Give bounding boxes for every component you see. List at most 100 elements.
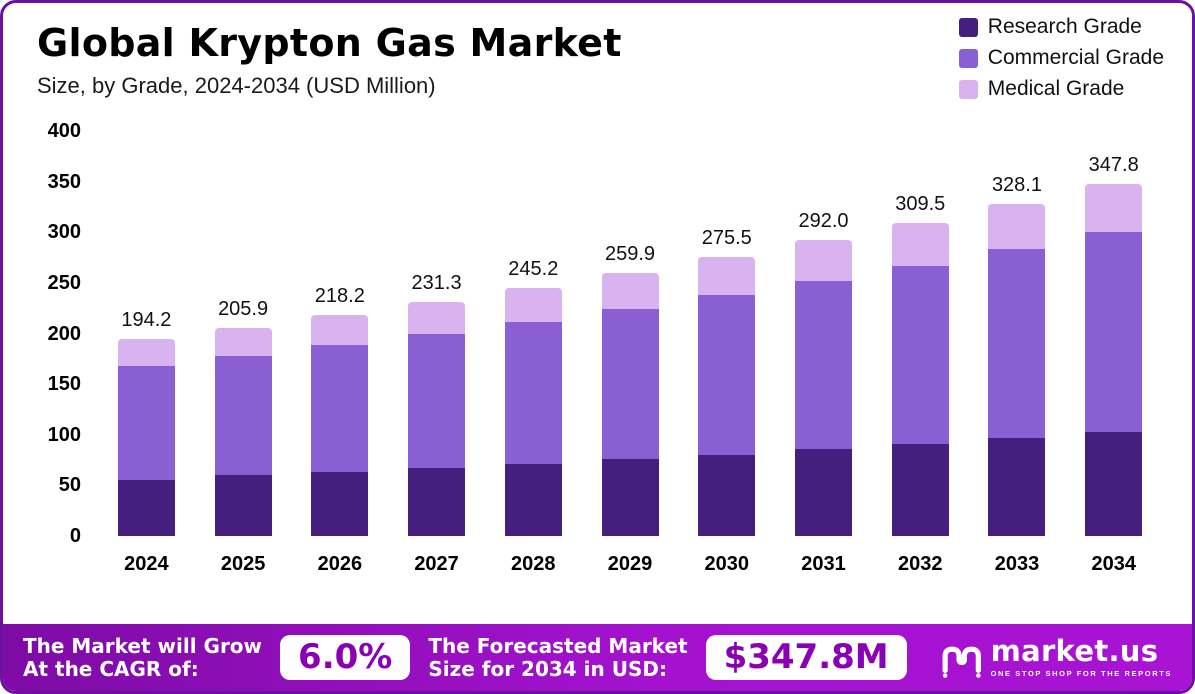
brand: market.us ONE STOP SHOP FOR THE REPORTS — [939, 637, 1172, 679]
bar-column: 347.8 — [1065, 131, 1162, 536]
x-tick-label: 2026 — [317, 553, 363, 575]
bar-segment-medical-grade — [698, 257, 756, 296]
bar-value-label: 245.2 — [508, 257, 559, 280]
legend-label: Research Grade — [987, 15, 1142, 38]
y-axis: 0 50 100 150 200 250 300 350 400 — [23, 121, 81, 546]
y-tick-label: 100 — [47, 423, 81, 446]
x-tick-label: 2025 — [220, 553, 266, 575]
bar-value-label: 194.2 — [121, 309, 172, 332]
forecast-label: The Forecasted Market Size for 2034 in U… — [428, 633, 688, 681]
bar-segment-commercial-grade — [601, 308, 659, 460]
cagr-label-line2: At the CAGR of: — [23, 656, 199, 681]
x-tick-label: 2028 — [511, 553, 556, 575]
bar-stack — [504, 131, 562, 536]
x-tick-label: 2024 — [124, 553, 169, 575]
y-tick-label: 0 — [69, 525, 81, 547]
footer-banner: The Market will Grow At the CAGR of: 6.0… — [3, 624, 1192, 691]
bar-segment-medical-grade — [117, 339, 175, 367]
x-tick-label: 2034 — [1091, 553, 1136, 575]
legend-item: Research Grade — [958, 15, 1164, 39]
y-tick-label: 400 — [47, 120, 81, 142]
bar-segment-research-grade — [214, 475, 272, 536]
bar-value-label: 347.8 — [1088, 153, 1139, 176]
bar-value-label: 218.2 — [314, 285, 365, 308]
legend-item: Commercial Grade — [958, 46, 1164, 70]
bar-stack — [891, 131, 949, 536]
bar-segment-medical-grade — [504, 287, 562, 322]
x-tick-label: 2032 — [897, 553, 943, 575]
bar-stack — [1085, 131, 1143, 536]
bar-stack — [214, 131, 272, 536]
bar-stack — [795, 131, 852, 536]
bar-segment-medical-grade — [408, 301, 466, 334]
x-axis: 2024 2025 2026 2027 2028 2029 2030 2031 2032 2033… — [98, 553, 1162, 583]
bar-segment-research-grade — [117, 480, 175, 536]
bar-value-label: 309.5 — [895, 192, 946, 215]
bar-segment-commercial-grade — [408, 333, 466, 469]
cagr-value: 6.0% — [280, 634, 411, 681]
bar-column: 259.9 — [582, 131, 679, 536]
bar-column: 218.2 — [291, 131, 388, 536]
forecast-label-line1: The Forecasted Market — [428, 633, 688, 658]
x-tick-label: 2029 — [607, 553, 653, 575]
brand-text: market.us ONE STOP SHOP FOR THE REPORTS — [991, 637, 1172, 678]
bar-segment-research-grade — [698, 455, 756, 536]
x-tick-label: 2027 — [414, 553, 459, 575]
bar-value-label: 205.9 — [218, 297, 269, 320]
bar-column: 328.1 — [969, 131, 1066, 536]
bar-value-label: 259.9 — [605, 242, 656, 265]
bar-segment-commercial-grade — [117, 366, 175, 481]
bar-segment-research-grade — [795, 449, 852, 536]
bar-segment-commercial-grade — [698, 295, 756, 455]
x-tick-label: 2031 — [801, 553, 846, 575]
bar-segment-research-grade — [891, 443, 949, 536]
legend-label: Commercial Grade — [987, 46, 1164, 69]
bar-stack — [601, 131, 659, 536]
bar-segment-medical-grade — [891, 222, 949, 266]
bar-segment-commercial-grade — [504, 321, 562, 465]
y-tick-label: 250 — [47, 271, 81, 294]
legend: Research Grade Commercial Grade Medical Gr… — [958, 15, 1164, 101]
bar-segment-research-grade — [504, 464, 562, 536]
page-title: Global Krypton Gas Market — [37, 21, 622, 65]
bar-value-label: 231.3 — [411, 271, 462, 294]
market-us-logo-icon — [942, 646, 981, 678]
bar-segment-research-grade — [311, 471, 369, 536]
legend-item: Medical Grade — [958, 77, 1164, 101]
plot-area: 194.2 205.9 218.2 231.3 245.2 259.9 275.5 292.0… — [98, 131, 1162, 536]
chart-subtitle: Size, by Grade, 2024-2034 (USD Million) — [37, 72, 436, 98]
bar-segment-commercial-grade — [795, 280, 852, 450]
bar-segment-medical-grade — [311, 315, 369, 346]
bar-segment-medical-grade — [601, 272, 659, 309]
cagr-label-line1: The Market will Grow — [23, 633, 263, 658]
bar-segment-medical-grade — [795, 240, 852, 281]
bar-column: 309.5 — [872, 131, 969, 536]
bar-column: 275.5 — [678, 131, 775, 536]
y-tick-label: 200 — [47, 322, 81, 345]
chart-header: Global Krypton Gas Market Size, by Grade… — [37, 21, 622, 99]
legend-swatch — [958, 79, 978, 99]
bar-value-label: 328.1 — [991, 173, 1042, 196]
cagr-label: The Market will Grow At the CAGR of: — [23, 633, 263, 681]
legend-swatch — [958, 48, 978, 68]
bar-segment-research-grade — [408, 468, 466, 536]
y-tick-label: 50 — [58, 474, 81, 497]
bar-stack — [988, 131, 1046, 536]
forecast-value: $347.8M — [705, 634, 907, 681]
bar-value-label: 275.5 — [701, 227, 752, 250]
bar-segment-medical-grade — [988, 203, 1046, 250]
bar-segment-commercial-grade — [214, 355, 272, 476]
legend-swatch — [958, 17, 978, 37]
bar-segment-commercial-grade — [1085, 231, 1143, 432]
brand-tagline: ONE STOP SHOP FOR THE REPORTS — [990, 669, 1172, 679]
bar-segment-commercial-grade — [891, 265, 949, 444]
bar-stack — [408, 131, 466, 536]
bar-value-label: 292.0 — [798, 210, 849, 233]
bar-segment-medical-grade — [214, 327, 272, 356]
forecast-label-line2: Size for 2034 in USD: — [428, 656, 667, 681]
bar-column: 245.2 — [485, 131, 582, 536]
bar-segment-commercial-grade — [988, 249, 1046, 438]
y-tick-label: 150 — [47, 373, 81, 396]
bar-stack — [117, 131, 175, 536]
